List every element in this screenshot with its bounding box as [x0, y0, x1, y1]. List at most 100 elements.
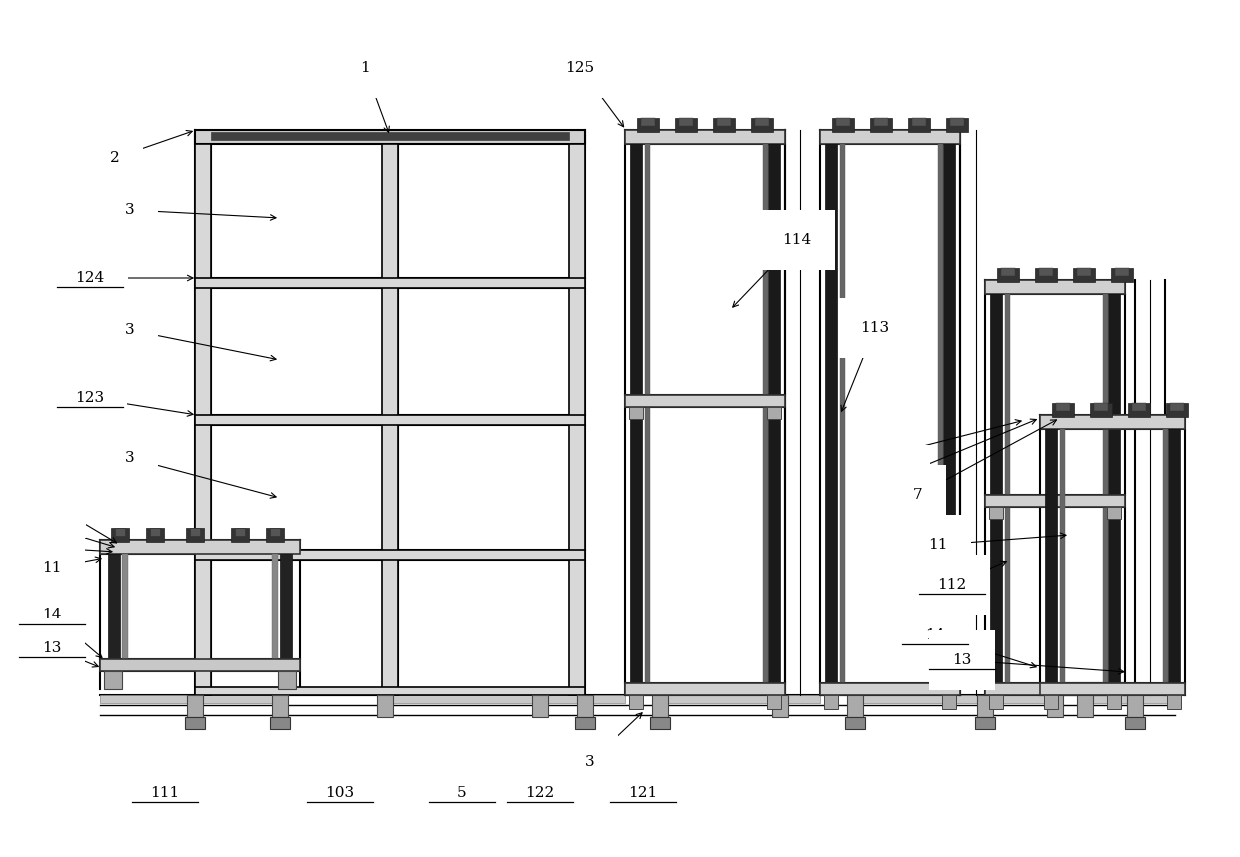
Text: 103: 103: [325, 786, 355, 800]
Bar: [665, 695, 820, 703]
Bar: [100, 540, 300, 554]
Bar: [1167, 695, 1180, 709]
Bar: [112, 528, 129, 542]
Text: 7: 7: [47, 541, 57, 555]
Bar: [1094, 403, 1109, 411]
Bar: [382, 144, 398, 695]
Bar: [856, 695, 1055, 703]
Bar: [146, 528, 164, 542]
Bar: [755, 118, 769, 126]
Bar: [751, 118, 773, 132]
Bar: [908, 118, 930, 132]
Bar: [108, 554, 120, 659]
Bar: [1166, 403, 1188, 417]
Bar: [278, 671, 296, 689]
Bar: [625, 130, 785, 144]
Bar: [680, 118, 693, 126]
Text: 2: 2: [110, 151, 120, 165]
Bar: [847, 695, 863, 717]
Bar: [532, 695, 548, 717]
Bar: [236, 528, 246, 536]
Text: 123: 123: [76, 391, 104, 405]
Bar: [997, 268, 1019, 282]
Bar: [1035, 268, 1056, 282]
Text: 11: 11: [42, 561, 62, 575]
Bar: [1163, 429, 1168, 695]
Bar: [1109, 294, 1120, 695]
Bar: [100, 659, 300, 671]
Text: 9: 9: [53, 501, 63, 515]
Bar: [379, 695, 625, 703]
Bar: [768, 144, 780, 695]
Text: 3: 3: [585, 755, 595, 769]
Text: 112: 112: [937, 578, 967, 592]
Bar: [990, 294, 1002, 695]
Bar: [652, 695, 668, 717]
Bar: [773, 695, 787, 717]
Bar: [1171, 403, 1184, 411]
Bar: [625, 395, 785, 407]
Bar: [1056, 403, 1070, 411]
Bar: [1115, 268, 1128, 276]
Bar: [1004, 294, 1011, 695]
Bar: [195, 415, 585, 425]
Bar: [874, 118, 888, 126]
Bar: [990, 507, 1003, 519]
Bar: [985, 683, 1125, 695]
Bar: [195, 278, 585, 288]
Bar: [1047, 695, 1063, 717]
Bar: [629, 407, 644, 419]
Bar: [985, 495, 1125, 507]
Text: 14: 14: [42, 608, 62, 622]
Bar: [820, 683, 960, 695]
Bar: [975, 717, 994, 729]
Text: 3: 3: [125, 203, 135, 217]
Text: 7: 7: [913, 488, 923, 502]
Bar: [1107, 695, 1121, 709]
Bar: [270, 528, 280, 536]
Bar: [211, 132, 569, 140]
Bar: [768, 695, 781, 709]
Bar: [187, 695, 203, 717]
Bar: [1001, 268, 1016, 276]
Bar: [195, 144, 211, 695]
Text: 13: 13: [952, 653, 972, 667]
Text: 10: 10: [878, 448, 898, 462]
Bar: [713, 118, 735, 132]
Bar: [717, 118, 732, 126]
Text: 11: 11: [929, 538, 947, 552]
Bar: [185, 717, 205, 729]
Bar: [100, 695, 280, 703]
Bar: [280, 554, 291, 659]
Bar: [1128, 403, 1149, 417]
Bar: [272, 554, 278, 659]
Bar: [990, 695, 1003, 709]
Bar: [1040, 683, 1185, 695]
Text: 124: 124: [76, 271, 104, 285]
Bar: [1044, 695, 1058, 709]
Bar: [630, 144, 642, 695]
Text: 10: 10: [42, 521, 62, 535]
Bar: [1168, 429, 1180, 695]
Bar: [1040, 415, 1185, 429]
Bar: [1090, 403, 1112, 417]
Bar: [825, 695, 838, 709]
Bar: [1052, 403, 1074, 417]
Bar: [942, 695, 956, 709]
Bar: [150, 528, 160, 536]
Bar: [645, 144, 650, 695]
Bar: [1078, 268, 1091, 276]
Bar: [1132, 403, 1146, 411]
Bar: [1111, 268, 1133, 282]
Bar: [1085, 695, 1176, 703]
Text: 114: 114: [782, 233, 812, 247]
Text: 13: 13: [42, 641, 62, 655]
Bar: [629, 695, 644, 709]
Text: 111: 111: [150, 786, 180, 800]
Text: 113: 113: [861, 321, 889, 335]
Bar: [1104, 294, 1109, 695]
Bar: [195, 130, 585, 144]
Bar: [625, 683, 785, 695]
Bar: [977, 695, 993, 717]
Text: 125: 125: [565, 61, 594, 75]
